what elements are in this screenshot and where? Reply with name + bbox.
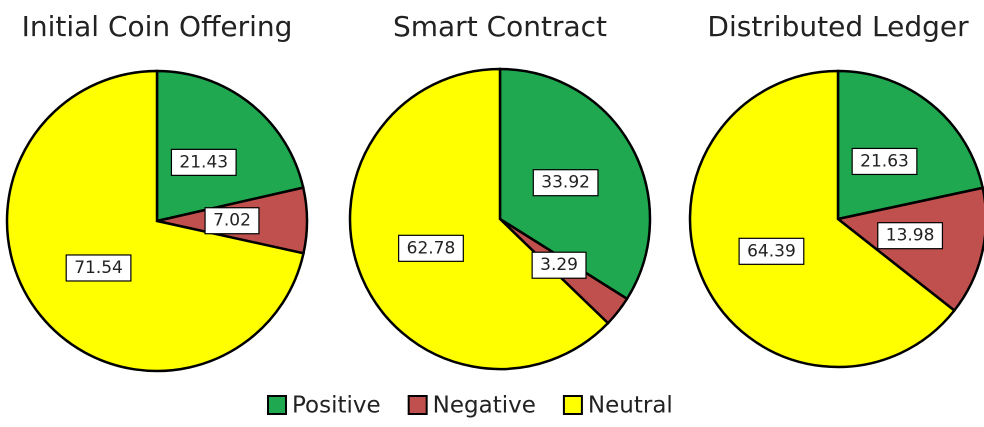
pie-slice [836, 69, 984, 221]
pie-slice [688, 69, 957, 369]
label-box [532, 169, 599, 197]
label-box [531, 251, 587, 279]
data-label: 71.54 [74, 258, 123, 278]
data-label: 62.78 [407, 238, 456, 258]
data-label: 21.63 [860, 151, 909, 171]
label-box [204, 207, 260, 235]
label-box [877, 222, 944, 250]
label-box [738, 237, 805, 265]
data-label: 13.98 [886, 226, 935, 246]
data-label: 21.43 [179, 152, 228, 172]
legend-label: Positive [292, 393, 381, 419]
label-box [170, 148, 237, 176]
label-box [851, 147, 918, 176]
data-label: 33.92 [541, 173, 590, 193]
chart-title: Distributed Ledger [707, 10, 969, 43]
pie-slice [348, 67, 610, 371]
data-label: 64.39 [747, 241, 796, 261]
pie-slice [5, 69, 305, 373]
chart-title: Initial Coin Offering [22, 10, 293, 43]
label-box [65, 254, 132, 282]
legend-label: Neutral [588, 393, 673, 419]
legend-label: Negative [433, 393, 536, 419]
pie-slice [155, 69, 305, 223]
data-label: 3.29 [540, 255, 578, 275]
label-box [398, 234, 464, 262]
chart-title: Smart Contract [393, 10, 607, 43]
data-label: 7.02 [213, 211, 251, 231]
legend-swatch [267, 395, 287, 415]
legend-swatch [407, 395, 428, 415]
legend-swatch [562, 395, 583, 415]
